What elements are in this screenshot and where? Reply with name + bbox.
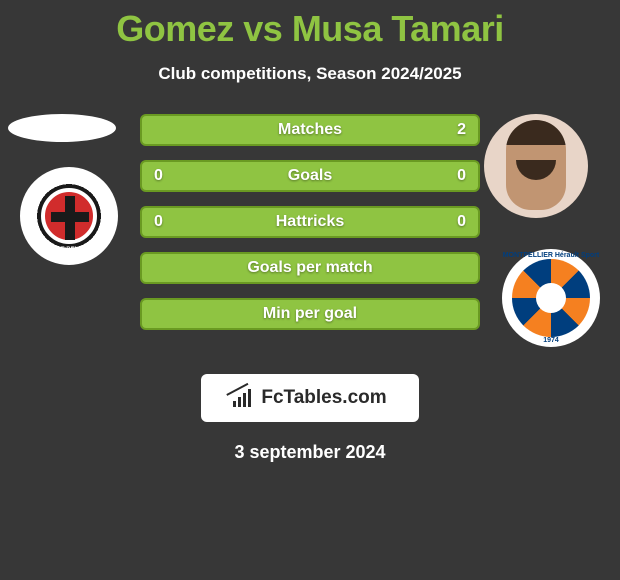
stat-label: Hattricks [276,213,344,231]
brand-box: FcTables.com [201,374,419,422]
stat-row-goals-per-match: Goals per match [140,252,480,284]
player-left-club-badge: STADE RENNAIS [20,167,118,265]
subtitle: Club competitions, Season 2024/2025 [0,64,620,84]
montpellier-badge-text: MONTPELLIER Hérault Sport [502,252,600,259]
stats-list: Matches 2 0 Goals 0 0 Hattricks 0 Goals … [140,114,480,344]
player-right-club-badge: MONTPELLIER Hérault Sport 1974 [502,249,600,347]
stat-right-value: 0 [457,213,466,231]
stat-row-hattricks: 0 Hattricks 0 [140,206,480,238]
rennes-badge-text: STADE RENNAIS [22,247,116,253]
montpellier-badge-year: 1974 [502,337,600,344]
stat-row-matches: Matches 2 [140,114,480,146]
player-right-face [506,120,566,210]
stat-right-value: 0 [457,167,466,185]
stat-label: Goals per match [247,259,372,277]
stat-row-goals: 0 Goals 0 [140,160,480,192]
stat-left-value: 0 [154,167,163,185]
stat-label: Min per goal [263,305,357,323]
stat-label: Goals [288,167,332,185]
player-right-avatar [484,114,588,218]
stat-row-min-per-goal: Min per goal [140,298,480,330]
stat-label: Matches [278,121,342,139]
stat-left-value: 0 [154,213,163,231]
comparison-panel: STADE RENNAIS MONTPELLIER Hérault Sport … [0,114,620,374]
montpellier-badge-inner [512,259,590,337]
brand-label: FcTables.com [261,387,386,409]
bar-chart-icon [233,389,255,407]
stat-right-value: 2 [457,121,466,139]
date-label: 3 september 2024 [0,442,620,463]
player-left-avatar [8,114,116,142]
rennes-badge-inner [41,188,97,244]
page-title: Gomez vs Musa Tamari [0,0,620,50]
